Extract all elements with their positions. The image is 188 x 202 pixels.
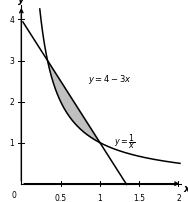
Text: 4: 4 (9, 16, 14, 25)
Text: y: y (18, 0, 24, 5)
Text: 2: 2 (176, 193, 181, 202)
Text: 3: 3 (9, 57, 14, 66)
Text: $y = \dfrac{1}{x}$: $y = \dfrac{1}{x}$ (114, 132, 136, 150)
Text: 2: 2 (10, 98, 14, 106)
Text: $y = 4 - 3x$: $y = 4 - 3x$ (88, 73, 131, 86)
Text: 0.5: 0.5 (55, 193, 67, 202)
Text: 1.5: 1.5 (133, 193, 145, 202)
Text: 1: 1 (10, 138, 14, 147)
Text: 0: 0 (12, 190, 17, 199)
Text: x: x (183, 183, 188, 193)
Text: 1: 1 (98, 193, 102, 202)
